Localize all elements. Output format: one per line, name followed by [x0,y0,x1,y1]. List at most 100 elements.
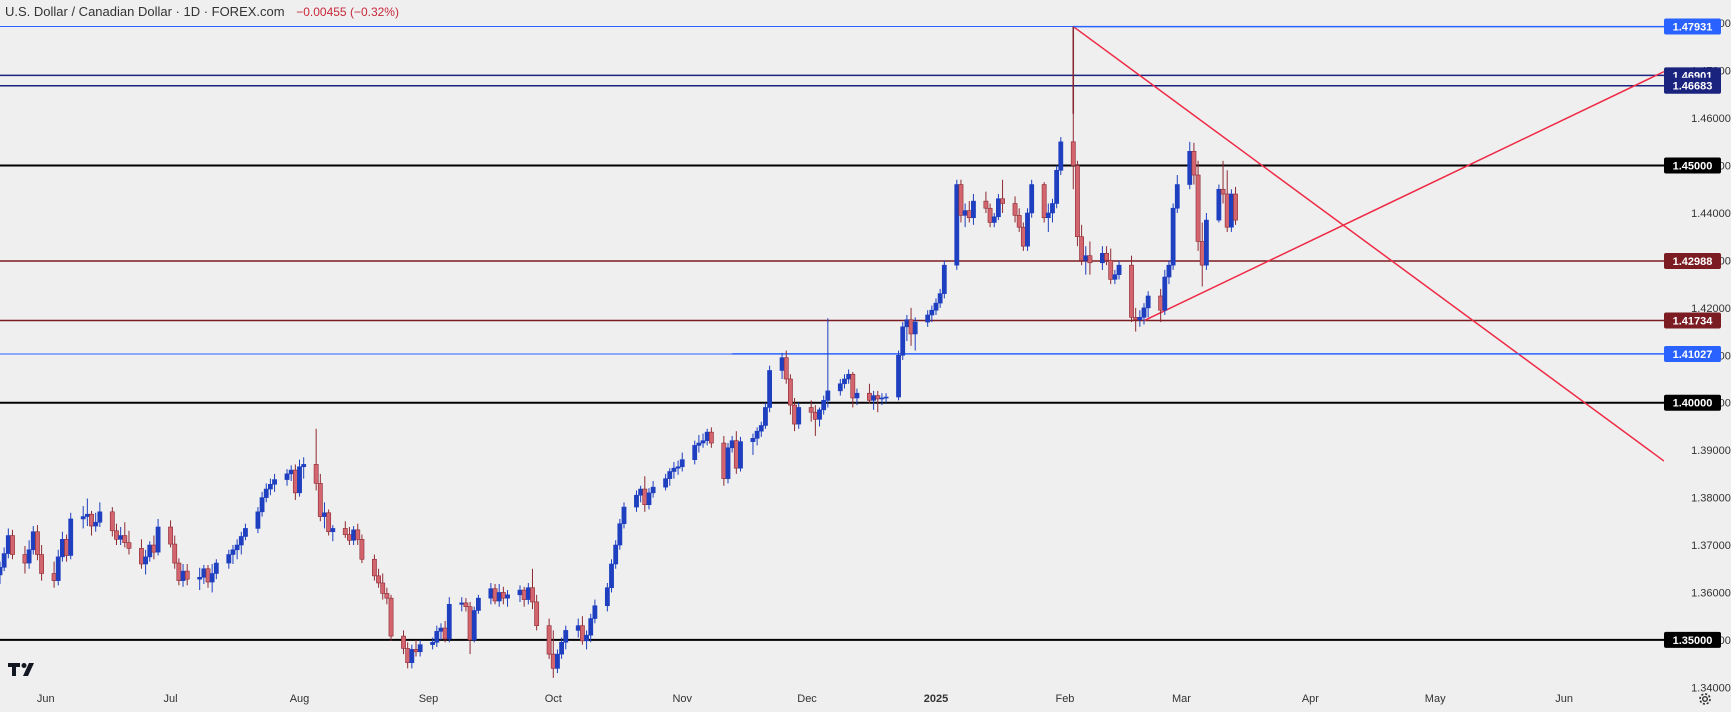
candle-body-2024-12-30 [925,314,931,323]
chart-header: U.S. Dollar / Canadian Dollar · 1D · FOR… [5,4,399,19]
candle-body-2025-02-04 [1075,165,1080,238]
x-tick-label: Nov [672,693,692,705]
candle-body-2025-02-25 [1162,276,1168,311]
candle-body-2024-11-26 [783,357,789,380]
candle-body-2025-02-12 [1108,260,1114,280]
tradingview-logo-icon[interactable] [8,660,40,678]
candle-body-2024-12-31 [929,309,935,316]
candle-body-2024-12-20 [883,396,889,399]
y-tick-label: 1.36000 [1691,587,1731,599]
candle-body-2024-07-15 [226,554,232,564]
price-tag-1.35000 [1664,631,1721,648]
candle-body-2024-11-21 [763,407,768,426]
candle-body-2024-07-05 [184,570,190,580]
candle-body-2024-07-02 [172,543,178,564]
candle-body-2025-01-27 [1041,184,1047,219]
candle-body-2024-10-21 [634,494,639,508]
y-tick-label: 1.42000 [1691,303,1731,315]
candle-body-2024-09-12 [471,610,477,641]
candle-body-2024-05-23 [5,535,11,554]
candle-body-2025-03-12 [1224,193,1230,228]
gear-icon[interactable] [1697,691,1713,707]
candle-body-2025-03-14 [1233,193,1238,221]
candle-body-2024-10-17 [617,523,623,546]
candle-body-2024-12-16 [867,392,872,401]
candle-body-2024-07-25 [267,484,273,490]
candle-body-2024-05-27 [22,554,28,564]
candle-body-2024-08-22 [384,593,390,599]
candle-body-2024-07-30 [288,469,294,475]
candle-body-2024-12-09 [837,383,843,392]
symbol-title: U.S. Dollar / Canadian Dollar · 1D · FOR… [5,4,285,19]
price-change: −0.00455 (−0.32%) [296,5,399,19]
candle-body-2024-11-04 [692,445,698,460]
candle-body-2024-10-02 [555,653,560,669]
candle-body-2024-06-25 [143,556,148,565]
candle-body-2025-02-28 [1174,184,1180,209]
candle-body-2024-12-03 [812,411,818,420]
candle-body-2024-09-11 [467,606,473,641]
candle-body-2024-07-11 [209,573,215,583]
candle-body-2024-08-01 [297,466,302,494]
x-tick-label: Jun [37,693,55,705]
candle-body-2024-08-15 [355,529,361,540]
candle-body-2025-02-14 [1116,264,1122,275]
candle-body-2024-07-31 [292,469,298,494]
candle-body-2024-12-06 [825,390,831,401]
candle-body-2024-07-18 [238,536,244,546]
x-tick-label: Oct [545,693,562,705]
candle-body-2024-05-29 [30,531,36,551]
candle-body-2024-11-11 [721,442,727,479]
candle-body-2024-05-24 [10,535,15,555]
candle-body-2024-08-06 [317,483,323,517]
candle-body-2024-08-02 [301,464,307,468]
candle-body-2024-06-21 [126,542,132,549]
candle-body-2025-02-24 [1158,295,1164,311]
candle-body-2024-11-29 [796,407,802,425]
candle-body-2024-09-18 [496,592,502,602]
candle-body-2024-11-22 [767,370,772,408]
candle-body-2024-11-27 [787,378,793,406]
candle-body-2024-08-12 [342,528,348,535]
y-tick-label: 1.37000 [1691,540,1731,552]
candle-body-2024-07-04 [180,570,186,581]
price-tag-label: 1.45000 [1673,161,1713,173]
candle-body-2024-10-09 [584,634,589,642]
candle-body-2024-12-05 [821,400,827,411]
y-tick-label: 1.46000 [1691,113,1731,125]
candle-body-2025-03-13 [1228,193,1234,228]
candle-body-2024-07-24 [263,488,269,498]
candle-body-2025-01-16 [995,198,1001,218]
candle-body-2025-01-15 [991,216,997,223]
candle-body-2024-11-05 [696,442,702,446]
price-tag-1.41734 [1664,312,1721,329]
candle-body-2024-10-03 [559,641,564,655]
candle-body-2024-11-18 [750,437,756,442]
candle-body-2024-07-08 [197,576,203,580]
candle-body-2024-10-28 [663,478,668,488]
x-tick-label: Dec [797,693,817,705]
candle-body-2024-10-08 [579,625,585,642]
candle-body-2024-07-23 [259,497,265,513]
candle-body-2024-06-27 [151,544,157,553]
candle-body-2024-09-05 [442,627,448,640]
candle-body-2024-08-14 [351,529,356,541]
candle-body-2024-08-23 [388,597,394,637]
price-tag-1.41027 [1664,346,1721,363]
price-tag-1.42988 [1664,252,1721,269]
candle-body-2024-09-23 [517,589,523,596]
candle-body-2024-07-01 [168,526,173,545]
candle-body-2024-09-27 [534,601,540,626]
candle-body-2024-11-15 [738,441,743,469]
candle-body-2024-10-24 [646,492,652,506]
candle-body-2024-11-01 [679,459,685,468]
candle-body-2025-01-29 [1050,203,1055,214]
candle-body-2024-08-26 [401,635,406,649]
candle-body-2025-03-06 [1199,241,1205,266]
candle-body-2024-09-24 [521,589,527,600]
candle-body-2025-01-01 [933,302,939,311]
candle-body-2025-02-05 [1079,236,1084,261]
candle-body-2025-02-11 [1104,253,1109,261]
candle-body-2025-03-07 [1204,219,1209,266]
